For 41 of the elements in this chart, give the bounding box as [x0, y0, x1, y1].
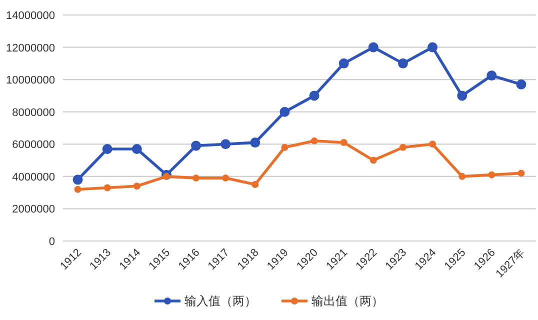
point: [72, 174, 83, 185]
point: [340, 139, 348, 146]
legend-label: 输入值（两）: [184, 294, 256, 308]
y-tick-label: 2000000: [12, 204, 55, 216]
point: [428, 42, 438, 52]
y-tick-label: 0: [48, 236, 55, 248]
point: [457, 90, 468, 101]
legend-label: 输出值（两）: [312, 294, 384, 308]
point: [220, 139, 231, 150]
point: [191, 140, 202, 151]
point: [488, 171, 496, 178]
point: [368, 42, 378, 52]
y-tick-label: 10000000: [6, 74, 55, 87]
point: [74, 186, 82, 193]
y-tick-label: 14000000: [6, 10, 55, 22]
point: [429, 140, 436, 148]
y-tick-label: 8000000: [12, 106, 55, 119]
point: [486, 70, 497, 81]
point: [132, 144, 142, 154]
point: [310, 137, 318, 144]
point: [104, 184, 111, 192]
point: [192, 174, 200, 182]
point: [280, 106, 290, 117]
point: [309, 90, 320, 101]
point: [281, 144, 288, 151]
point: [370, 156, 377, 164]
point: [252, 181, 259, 188]
point: [250, 138, 260, 148]
point: [398, 58, 408, 68]
point: [516, 79, 526, 90]
point: [162, 172, 170, 180]
point: [222, 174, 230, 182]
point: [518, 170, 525, 177]
point: [102, 144, 112, 154]
point: [458, 172, 466, 180]
point: [338, 58, 349, 68]
y-tick-label: 6000000: [12, 139, 55, 152]
y-tick-label: 12000000: [6, 42, 55, 54]
point: [399, 144, 406, 151]
y-tick-label: 4000000: [12, 171, 55, 184]
point: [133, 182, 140, 190]
